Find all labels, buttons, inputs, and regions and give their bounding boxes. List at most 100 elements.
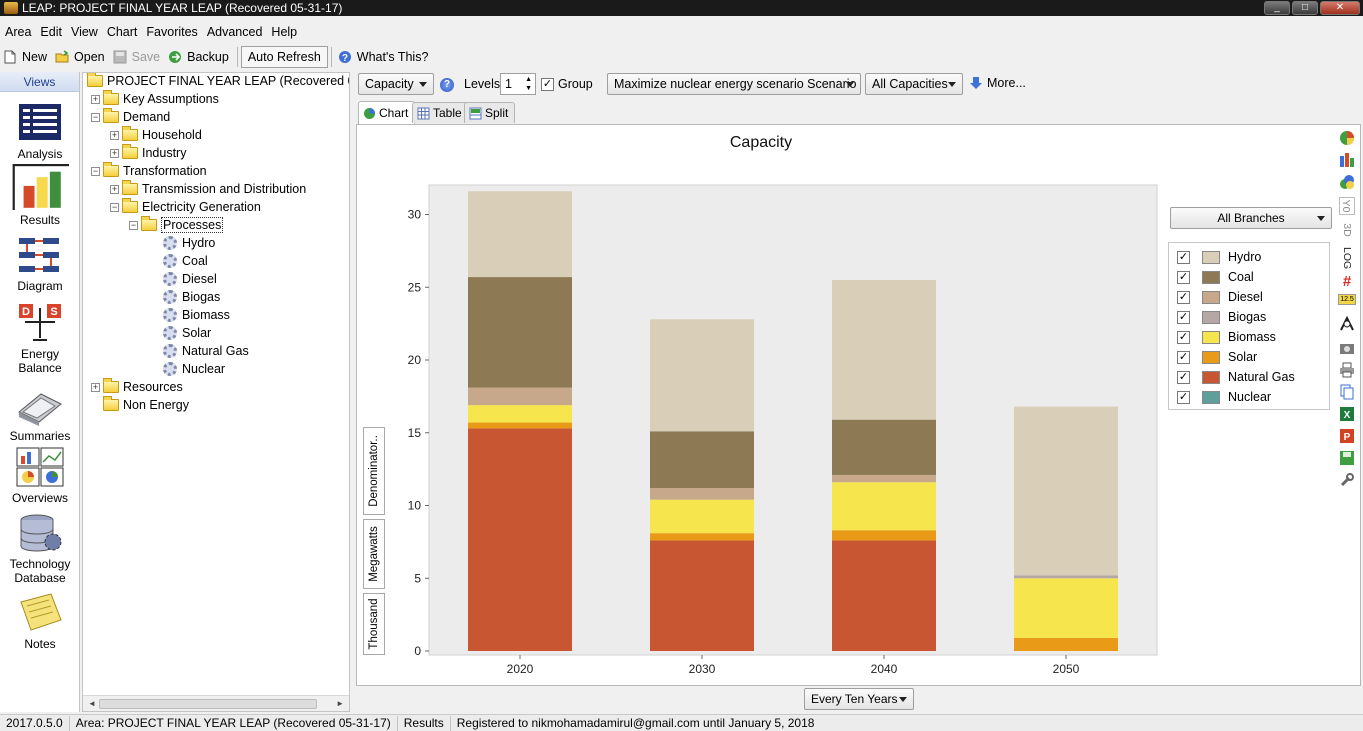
backup-button[interactable]: Backup — [165, 46, 234, 68]
bar-segment-solar-2050[interactable] — [1014, 637, 1118, 651]
tree-household[interactable]: + Household — [110, 126, 202, 144]
open-button[interactable]: Open — [52, 46, 110, 68]
tree-process-nuclear[interactable]: Nuclear — [163, 360, 225, 378]
palette-icon[interactable] — [1338, 316, 1356, 332]
menu-chart[interactable]: Chart — [106, 25, 138, 39]
bar-segment-biomass-2040[interactable] — [832, 482, 936, 531]
tree-transformation[interactable]: − Transformation — [91, 162, 207, 180]
bar-segment-biogas-2050[interactable] — [1014, 575, 1118, 579]
expand-icon[interactable]: + — [91, 381, 100, 392]
tree-non-energy[interactable]: Non Energy — [103, 396, 189, 414]
camera-icon[interactable] — [1338, 340, 1356, 356]
checkmark-icon[interactable]: ✓ — [1177, 350, 1190, 364]
save-button[interactable]: Save — [110, 46, 166, 68]
3d-toggle[interactable]: 3D — [1341, 223, 1353, 237]
copy-icon[interactable] — [1338, 384, 1356, 400]
tab-split[interactable]: Split — [464, 102, 516, 123]
checkmark-icon[interactable]: ✓ — [1177, 290, 1190, 304]
expand-icon[interactable]: + — [110, 183, 119, 194]
powerpoint-export-icon[interactable]: P — [1338, 428, 1356, 444]
tree-process-diesel[interactable]: Diesel — [163, 270, 217, 288]
bar-segment-natural-gas-2030[interactable] — [650, 540, 754, 651]
area-chart-type-icon[interactable] — [1338, 174, 1356, 190]
bar-segment-solar-2040[interactable] — [832, 530, 936, 541]
legend-item-nuclear[interactable]: ✓ Nuclear — [1177, 388, 1271, 406]
group-checkbox[interactable]: ✓ Group — [541, 77, 593, 91]
tab-table[interactable]: Table — [412, 102, 469, 123]
scenario-select[interactable]: Maximize nuclear energy scenario Scenari… — [607, 73, 861, 95]
megawatts-unit-box[interactable]: Megawatts — [363, 519, 385, 589]
log-scale-toggle[interactable]: LOG — [1341, 247, 1353, 270]
levels-stepper[interactable]: 1 ▲ ▼ — [500, 73, 536, 95]
tree-process-coal[interactable]: Coal — [163, 252, 208, 270]
tree-process-solar[interactable]: Solar — [163, 324, 211, 342]
view-analysis[interactable]: Analysis — [0, 102, 80, 161]
legend-item-diesel[interactable]: ✓ Diesel — [1177, 288, 1263, 306]
bar-segment-biomass-2050[interactable] — [1014, 578, 1118, 638]
bar-segment-solar-2030[interactable] — [650, 533, 754, 541]
save-chart-icon[interactable] — [1338, 450, 1356, 466]
stepper-arrows-icon[interactable]: ▲ ▼ — [525, 76, 532, 92]
thousand-unit-box[interactable]: Thousand — [363, 593, 385, 655]
pie-chart-type-icon[interactable] — [1338, 130, 1356, 146]
bar-segment-biomass-2030[interactable] — [650, 499, 754, 534]
tree-electricity-generation[interactable]: − Electricity Generation — [110, 198, 261, 216]
minimize-button[interactable]: _ — [1264, 1, 1290, 15]
auto-refresh-toggle[interactable]: Auto Refresh — [240, 46, 328, 68]
tree-processes[interactable]: − Processes — [129, 216, 224, 234]
period-select[interactable]: Every Ten Years — [804, 688, 914, 710]
bar-segment-hydro-2020[interactable] — [468, 191, 572, 278]
view-overviews[interactable]: Overviews — [0, 446, 80, 505]
bar-segment-solar-2020[interactable] — [468, 422, 572, 429]
checkmark-icon[interactable]: ✓ — [1177, 330, 1190, 344]
help-icon[interactable]: ? — [440, 78, 454, 92]
tree-resources[interactable]: + Resources — [91, 378, 183, 396]
expand-icon[interactable]: + — [110, 147, 119, 158]
number-format-icon[interactable]: 12.5 — [1338, 294, 1356, 305]
scroll-left-icon[interactable]: ◄ — [88, 699, 96, 708]
checkmark-icon[interactable]: ✓ — [1177, 270, 1190, 284]
collapse-icon[interactable]: − — [110, 201, 119, 212]
legend-item-hydro[interactable]: ✓ Hydro — [1177, 248, 1261, 266]
tab-chart[interactable]: Chart — [358, 101, 416, 124]
checkmark-icon[interactable]: ✓ — [1177, 390, 1190, 404]
menu-edit[interactable]: Edit — [40, 25, 62, 39]
denominator-unit-box[interactable]: Denominator.. — [363, 427, 385, 515]
view-results[interactable]: Results — [0, 164, 80, 227]
legend-item-biomass[interactable]: ✓ Biomass — [1177, 328, 1276, 346]
excel-export-icon[interactable]: X — [1338, 406, 1356, 422]
variable-select[interactable]: Capacity — [358, 73, 434, 95]
wrench-settings-icon[interactable] — [1338, 472, 1356, 488]
print-icon[interactable] — [1338, 362, 1356, 378]
tree-root[interactable]: PROJECT FINAL YEAR LEAP (Recovered 05-31… — [87, 73, 349, 90]
menu-help[interactable]: Help — [271, 25, 298, 39]
menu-advanced[interactable]: Advanced — [206, 25, 263, 39]
bar-segment-coal-2020[interactable] — [468, 277, 572, 388]
view-summaries[interactable]: Summaries — [0, 384, 80, 443]
menu-favorites[interactable]: Favorites — [146, 25, 198, 39]
scrollbar-thumb[interactable] — [99, 699, 317, 709]
close-button[interactable]: ✕ — [1320, 1, 1360, 15]
expand-icon[interactable]: + — [91, 93, 100, 104]
tree-demand[interactable]: − Demand — [91, 108, 170, 126]
menu-view[interactable]: View — [70, 25, 98, 39]
new-button[interactable]: New — [0, 46, 52, 68]
tree-process-biomass[interactable]: Biomass — [163, 306, 230, 324]
tree-process-hydro[interactable]: Hydro — [163, 234, 215, 252]
bar-segment-natural-gas-2020[interactable] — [468, 428, 572, 651]
bar-segment-coal-2040[interactable] — [832, 419, 936, 475]
bar-segment-diesel-2030[interactable] — [650, 488, 754, 500]
bar-segment-hydro-2050[interactable] — [1014, 406, 1118, 576]
bar-segment-hydro-2030[interactable] — [650, 319, 754, 432]
bar-segment-coal-2030[interactable] — [650, 431, 754, 489]
branches-select[interactable]: All Branches — [1170, 207, 1332, 229]
tree-process-natural-gas[interactable]: Natural Gas — [163, 342, 249, 360]
whats-this-button[interactable]: ? What's This? — [335, 46, 434, 68]
checkmark-icon[interactable]: ✓ — [1177, 310, 1190, 324]
tree-industry[interactable]: + Industry — [110, 144, 186, 162]
bar-chart-type-icon[interactable] — [1338, 152, 1356, 168]
bar-segment-hydro-2040[interactable] — [832, 279, 936, 420]
checkmark-icon[interactable]: ✓ — [1177, 250, 1190, 264]
tree-transmission[interactable]: + Transmission and Distribution — [110, 180, 306, 198]
